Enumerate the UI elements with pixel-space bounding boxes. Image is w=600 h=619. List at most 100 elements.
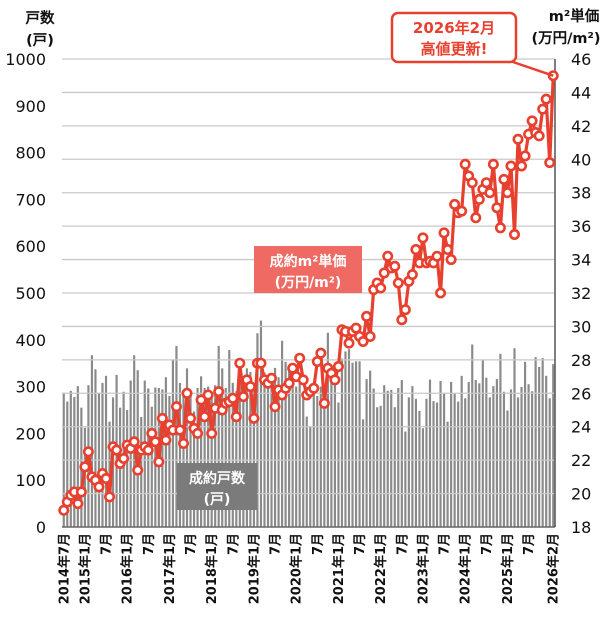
price-point-marker — [378, 267, 390, 279]
price-point-marker — [382, 250, 394, 262]
units-bar — [541, 358, 544, 527]
units-bar — [344, 351, 347, 527]
units-bar — [94, 369, 97, 527]
units-bar — [464, 398, 467, 527]
units-bar — [460, 375, 463, 527]
units-bar — [101, 382, 104, 527]
price-point-marker — [357, 335, 369, 347]
price-point-marker — [82, 446, 94, 458]
units-bar — [358, 361, 361, 527]
price-point-marker — [431, 250, 443, 262]
left-tick-label: 500 — [15, 284, 46, 303]
units-bar — [418, 410, 421, 527]
units-bar — [467, 381, 470, 527]
units-bar — [242, 377, 245, 527]
units-bar — [221, 368, 224, 527]
price-point-marker — [459, 158, 471, 170]
units-bar — [481, 359, 484, 527]
price-point-marker — [156, 412, 168, 424]
units-bar — [421, 428, 425, 527]
units-bar — [214, 385, 217, 527]
units-bar — [228, 350, 231, 527]
price-label-box — [254, 246, 362, 293]
units-bar — [196, 388, 199, 527]
units-bar — [90, 355, 94, 527]
units-bar — [231, 382, 234, 527]
units-bar — [316, 395, 319, 527]
units-bar — [302, 398, 305, 527]
right-axis-title-line2: (万円/m²) — [531, 30, 600, 47]
left-axis-title-line2: (戸) — [26, 32, 54, 49]
price-point-marker — [410, 244, 422, 256]
units-bar — [252, 386, 256, 527]
right-axis-title-line1: m²単価 — [549, 7, 600, 25]
units-label-box — [177, 463, 257, 510]
price-point-marker — [255, 357, 267, 369]
price-point-marker — [128, 436, 140, 448]
units-bar — [545, 375, 548, 527]
price-point-marker — [406, 269, 418, 281]
units-bar — [372, 388, 375, 527]
right-tick-label: 32 — [571, 284, 591, 303]
left-tick-label: 300 — [15, 378, 46, 397]
price-point-marker — [269, 401, 281, 413]
price-point-marker — [389, 260, 401, 272]
left-tick-label: 1000 — [5, 50, 46, 69]
callout-pointer — [509, 59, 554, 77]
units-bar — [492, 386, 495, 527]
price-point-marker — [153, 456, 165, 468]
units-bar — [414, 398, 417, 527]
price-line — [58, 70, 559, 516]
price-point-marker — [174, 424, 186, 436]
units-bar — [305, 416, 308, 527]
price-point-marker — [206, 427, 218, 439]
price-point-marker — [329, 374, 341, 386]
price-point-marker — [118, 452, 130, 464]
left-tick-label: 900 — [15, 97, 46, 116]
units-label-line2: (戸) — [204, 492, 231, 508]
price-point-marker — [142, 444, 154, 456]
x-tick-label: 2016年1月 — [120, 533, 136, 604]
x-tick-label: 7月 — [480, 533, 495, 555]
units-bar — [471, 344, 474, 527]
price-point-marker — [237, 391, 249, 403]
price-point-marker — [392, 277, 404, 289]
right-tick-label: 42 — [571, 117, 591, 136]
right-tick-label: 40 — [571, 150, 591, 169]
units-bar — [245, 368, 248, 527]
price-point-marker — [266, 372, 278, 384]
x-tick-label: 2026年2月 — [546, 533, 562, 604]
right-tick-label: 24 — [571, 418, 591, 437]
units-bar — [428, 379, 432, 527]
price-series-label: 成約m²単価 (万円/m²) — [254, 246, 362, 293]
price-point-marker — [417, 232, 429, 244]
units-bar — [513, 348, 516, 527]
right-tick-label: 38 — [571, 184, 591, 203]
price-point-marker — [544, 157, 556, 169]
price-point-marker — [361, 310, 373, 322]
x-tick-label: 7月 — [311, 533, 326, 555]
price-point-marker — [332, 361, 344, 373]
price-point-marker — [234, 357, 246, 369]
units-bar — [337, 402, 340, 527]
units-bar — [450, 381, 453, 527]
units-bar — [249, 372, 252, 527]
units-bar — [203, 388, 206, 527]
right-tick-label: 18 — [571, 518, 591, 537]
units-bar — [478, 383, 481, 527]
units-bar — [411, 386, 414, 527]
units-bar — [291, 372, 294, 527]
units-bar — [298, 377, 301, 527]
price-point-marker — [248, 412, 260, 424]
units-bar — [200, 376, 203, 527]
price-point-marker — [498, 173, 510, 185]
price-point-marker — [181, 387, 193, 399]
units-bar — [277, 377, 280, 527]
x-tick-label: 7月 — [269, 533, 284, 555]
units-bar — [520, 387, 523, 527]
units-bar — [383, 385, 386, 527]
units-bar — [386, 390, 389, 527]
x-tick-label: 2023年1月 — [415, 533, 431, 604]
price-point-marker — [315, 347, 327, 359]
